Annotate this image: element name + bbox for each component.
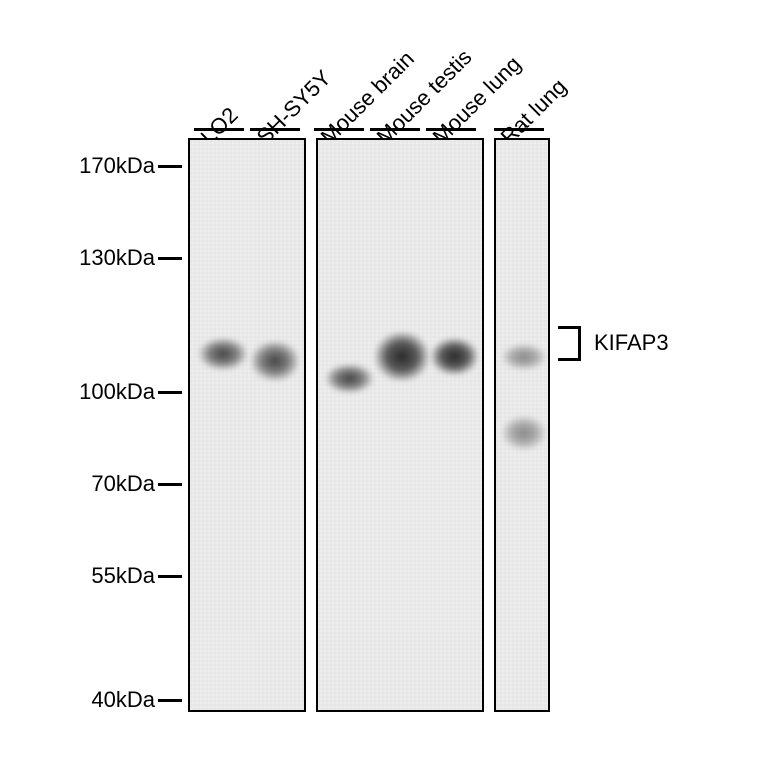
mw-tick [158,699,182,702]
mw-label: 55kDa [91,563,155,589]
target-bracket [558,358,578,361]
lane-rule [370,128,420,131]
target-bracket [558,326,578,329]
lane-rule [250,128,300,131]
western-blot-band [502,344,547,370]
mw-label: 100kDa [79,379,155,405]
western-blot-band [326,364,373,393]
blot-panel [494,138,550,712]
mw-tick [158,257,182,260]
mw-label: 40kDa [91,687,155,713]
western-blot-band [431,338,478,375]
western-blot-band [375,332,429,381]
lane-rule [426,128,476,131]
lane-rule [314,128,364,131]
mw-tick [158,483,182,486]
target-bracket [578,326,581,361]
lane-rule [494,128,544,131]
mw-tick [158,165,182,168]
mw-tick [158,575,182,578]
western-blot-band [251,341,298,381]
blot-panel [316,138,484,712]
mw-tick [158,391,182,394]
target-protein-label: KIFAP3 [594,330,669,356]
mw-label: 170kDa [79,153,155,179]
mw-label: 130kDa [79,245,155,271]
western-blot-band [199,338,246,370]
lane-rule [194,128,244,131]
mw-label: 70kDa [91,471,155,497]
western-blot-band [502,416,547,450]
blot-panel [188,138,306,712]
